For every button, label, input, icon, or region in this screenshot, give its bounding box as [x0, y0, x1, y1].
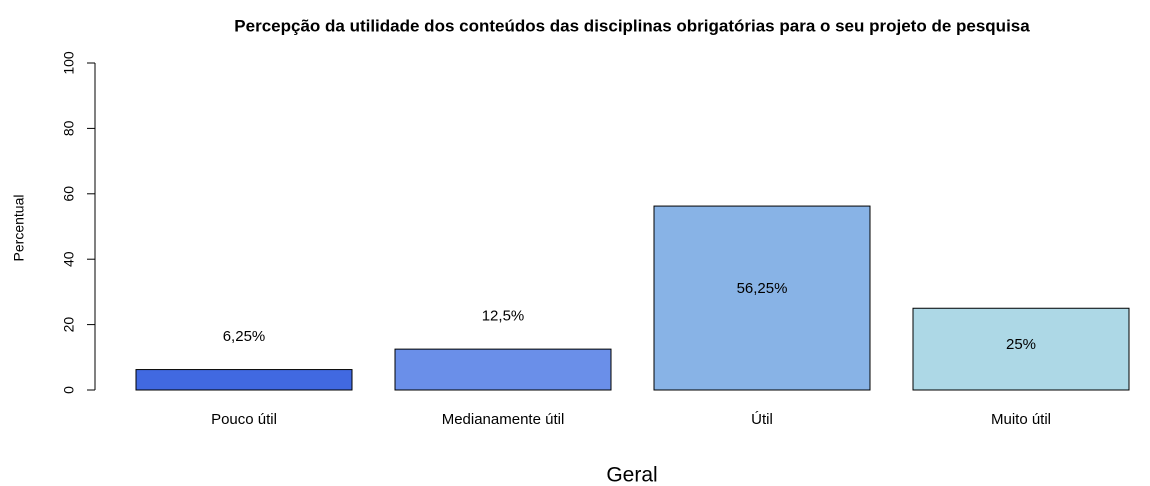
- y-tick-label: 20: [61, 317, 77, 333]
- x-tick-label: Pouco útil: [211, 411, 277, 428]
- y-tick-label: 0: [61, 386, 77, 394]
- bar: [135, 369, 353, 391]
- bar: [653, 205, 871, 391]
- chart-title: Percepção da utilidade dos conteúdos das…: [234, 16, 1030, 35]
- x-axis-label: Geral: [606, 464, 657, 486]
- x-tick-label: Muito útil: [991, 411, 1051, 428]
- value-label: 56,25%: [737, 280, 788, 297]
- y-tick-label: 80: [61, 120, 77, 136]
- value-label: 6,25%: [223, 328, 266, 345]
- y-axis-label: Percentual: [11, 195, 27, 262]
- value-label: 12,5%: [482, 307, 525, 324]
- y-tick-label: 40: [61, 251, 77, 267]
- x-tick-label: Medianamente útil: [442, 411, 565, 428]
- y-tick-label: 100: [61, 51, 77, 75]
- bar: [394, 348, 612, 391]
- x-tick-label: Útil: [751, 411, 773, 428]
- value-label: 25%: [1006, 336, 1036, 353]
- bar: [912, 307, 1130, 391]
- y-tick-label: 60: [61, 186, 77, 202]
